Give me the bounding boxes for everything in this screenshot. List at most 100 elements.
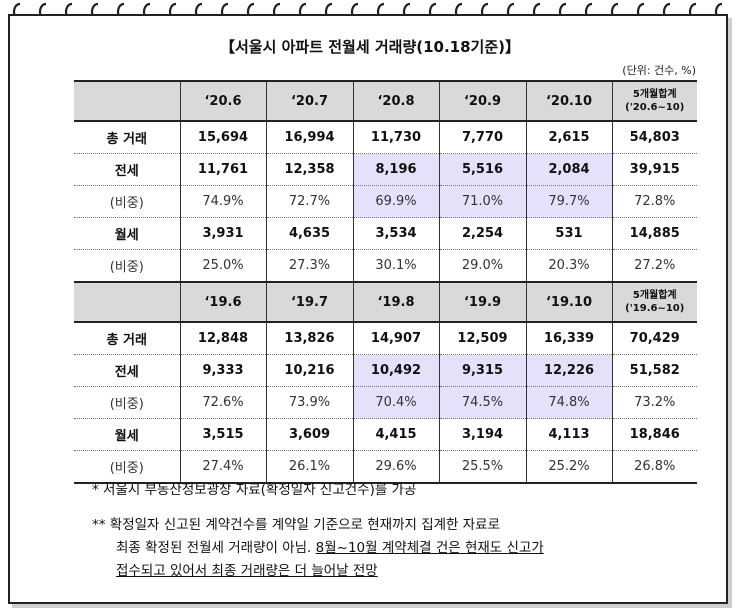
table-cell: 25.0% bbox=[180, 249, 267, 283]
table-cell: 72.6% bbox=[180, 386, 267, 419]
table-cell: 72.7% bbox=[266, 185, 354, 218]
table-cell: 8,196 bbox=[353, 153, 440, 186]
table-cell: 72.8% bbox=[612, 185, 697, 218]
table-cell: 3,609 bbox=[266, 418, 354, 451]
table-cell: 2,254 bbox=[439, 217, 527, 250]
table-header-2020: ‘20.6 ‘20.7 ‘20.8 ‘20.9 ‘20.10 5개월합계('20… bbox=[74, 80, 697, 122]
row-label: 월세 bbox=[74, 418, 181, 451]
table-cell: 12,509 bbox=[439, 322, 527, 355]
table-cell: 26.8% bbox=[612, 450, 697, 484]
table-cell: 4,415 bbox=[353, 418, 440, 451]
table-cell: 26.1% bbox=[266, 450, 354, 484]
table-cell: 25.5% bbox=[439, 450, 527, 484]
table-cell: 30.1% bbox=[353, 249, 440, 283]
footnote-line: 최종 확정된 전월세 거래량이 아님. 8월~10월 계약체결 건은 현재도 신… bbox=[92, 537, 712, 560]
row-label: (비중) bbox=[74, 185, 181, 218]
table-cell: 3,515 bbox=[180, 418, 267, 451]
table-cell: 4,113 bbox=[526, 418, 613, 451]
row-label: (비중) bbox=[74, 386, 181, 419]
table-cell: 27.4% bbox=[180, 450, 267, 484]
table-cell: 16,994 bbox=[266, 121, 354, 154]
footnote-underlined: 8월~10월 계약체결 건은 현재도 신고가 bbox=[315, 540, 544, 556]
row-label: 전세 bbox=[74, 153, 181, 186]
table-row: 전세 9,333 10,216 10,492 9,315 12,226 51,5… bbox=[74, 354, 697, 387]
footnote-text: 최종 확정된 전월세 거래량이 아님. bbox=[116, 540, 312, 556]
table-cell: 2,084 bbox=[526, 153, 613, 186]
row-label: (비중) bbox=[74, 249, 181, 283]
row-label: 총 거래 bbox=[74, 121, 181, 154]
table-cell: 531 bbox=[526, 217, 613, 250]
table-cell: 73.2% bbox=[612, 386, 697, 419]
table-row: 월세 3,515 3,609 4,415 3,194 4,113 18,846 bbox=[74, 418, 697, 451]
table-cell: 70,429 bbox=[612, 322, 697, 355]
table-header-2019: ‘19.6 ‘19.7 ‘19.8 ‘19.9 ‘19.10 5개월합계('19… bbox=[74, 281, 697, 323]
table-cell: 12,226 bbox=[526, 354, 613, 387]
table-cell: 70.4% bbox=[353, 386, 440, 419]
table-cell: 71.0% bbox=[439, 185, 527, 218]
table-cell: 12,358 bbox=[266, 153, 354, 186]
header-cell: ‘20.7 bbox=[266, 80, 354, 122]
table-cell: 79.7% bbox=[526, 185, 613, 218]
table-cell: 11,761 bbox=[180, 153, 267, 186]
row-label: 총 거래 bbox=[74, 322, 181, 355]
table-cell: 73.9% bbox=[266, 386, 354, 419]
table-cell: 11,730 bbox=[353, 121, 440, 154]
page-title: 【서울시 아파트 전월세 거래량(10.18기준)】 bbox=[219, 38, 521, 56]
table-cell: 3,534 bbox=[353, 217, 440, 250]
table-cell: 9,315 bbox=[439, 354, 527, 387]
footnote-underlined: 접수되고 있어서 최종 거래량은 더 늘어날 전망 bbox=[116, 563, 378, 579]
table-cell: 39,915 bbox=[612, 153, 697, 186]
table-cell: 27.3% bbox=[266, 249, 354, 283]
table-row: 총 거래 15,694 16,994 11,730 7,770 2,615 54… bbox=[74, 121, 697, 154]
footnote-line: ** 확정일자 신고된 계약건수를 계약일 기준으로 현재까지 집계한 자료로 bbox=[92, 517, 501, 533]
table-cell: 16,339 bbox=[526, 322, 613, 355]
table-cell: 51,582 bbox=[612, 354, 697, 387]
table-cell: 12,848 bbox=[180, 322, 267, 355]
table-cell: 14,907 bbox=[353, 322, 440, 355]
table-row: 전세 11,761 12,358 8,196 5,516 2,084 39,91… bbox=[74, 153, 697, 186]
table-cell: 27.2% bbox=[612, 249, 697, 283]
table-cell: 10,216 bbox=[266, 354, 354, 387]
table-cell: 29.6% bbox=[353, 450, 440, 484]
table-cell: 5,516 bbox=[439, 153, 527, 186]
header-cell: ‘20.10 bbox=[526, 80, 613, 122]
header-cell: ‘19.10 bbox=[526, 281, 613, 323]
footnote-line: 접수되고 있어서 최종 거래량은 더 늘어날 전망 bbox=[92, 560, 712, 583]
table-row: (비중) 25.0% 27.3% 30.1% 29.0% 20.3% 27.2% bbox=[74, 249, 697, 283]
header-cell bbox=[74, 80, 181, 122]
header-cell: ‘19.6 bbox=[180, 281, 267, 323]
footnote-caveat: ** 확정일자 신고된 계약건수를 계약일 기준으로 현재까지 집계한 자료로 … bbox=[92, 514, 712, 583]
table-cell: 25.2% bbox=[526, 450, 613, 484]
row-label: 월세 bbox=[74, 217, 181, 250]
unit-label: (단위: 건수, %) bbox=[622, 64, 696, 77]
table-cell: 9,333 bbox=[180, 354, 267, 387]
table-row: 총 거래 12,848 13,826 14,907 12,509 16,339 … bbox=[74, 322, 697, 355]
footnote-source: * 서울시 부동산정보광장 자료(확정일자 신고건수)를 가공 bbox=[92, 482, 417, 498]
table-row: (비중) 74.9% 72.7% 69.9% 71.0% 79.7% 72.8% bbox=[74, 185, 697, 218]
header-cell: ‘20.6 bbox=[180, 80, 267, 122]
table-cell: 54,803 bbox=[612, 121, 697, 154]
header-cell: ‘19.8 bbox=[353, 281, 440, 323]
table-cell: 18,846 bbox=[612, 418, 697, 451]
table-cell: 4,635 bbox=[266, 217, 354, 250]
table-cell: 13,826 bbox=[266, 322, 354, 355]
table-row: (비중) 72.6% 73.9% 70.4% 74.5% 74.8% 73.2% bbox=[74, 386, 697, 419]
table-cell: 20.3% bbox=[526, 249, 613, 283]
header-cell: ‘19.7 bbox=[266, 281, 354, 323]
transaction-table: ‘20.6 ‘20.7 ‘20.8 ‘20.9 ‘20.10 5개월합계('20… bbox=[74, 80, 697, 484]
header-cell: 5개월합계('19.6~10) bbox=[612, 281, 697, 323]
header-cell: ‘20.9 bbox=[439, 80, 527, 122]
table-cell: 15,694 bbox=[180, 121, 267, 154]
row-label: (비중) bbox=[74, 450, 181, 484]
table-cell: 14,885 bbox=[612, 217, 697, 250]
table-cell: 3,194 bbox=[439, 418, 527, 451]
table-cell: 69.9% bbox=[353, 185, 440, 218]
header-cell: ‘19.9 bbox=[439, 281, 527, 323]
table-cell: 74.8% bbox=[526, 386, 613, 419]
table-cell: 2,615 bbox=[526, 121, 613, 154]
table-cell: 74.5% bbox=[439, 386, 527, 419]
table-row: (비중) 27.4% 26.1% 29.6% 25.5% 25.2% 26.8% bbox=[74, 450, 697, 484]
table-row: 월세 3,931 4,635 3,534 2,254 531 14,885 bbox=[74, 217, 697, 250]
row-label: 전세 bbox=[74, 354, 181, 387]
table-cell: 10,492 bbox=[353, 354, 440, 387]
